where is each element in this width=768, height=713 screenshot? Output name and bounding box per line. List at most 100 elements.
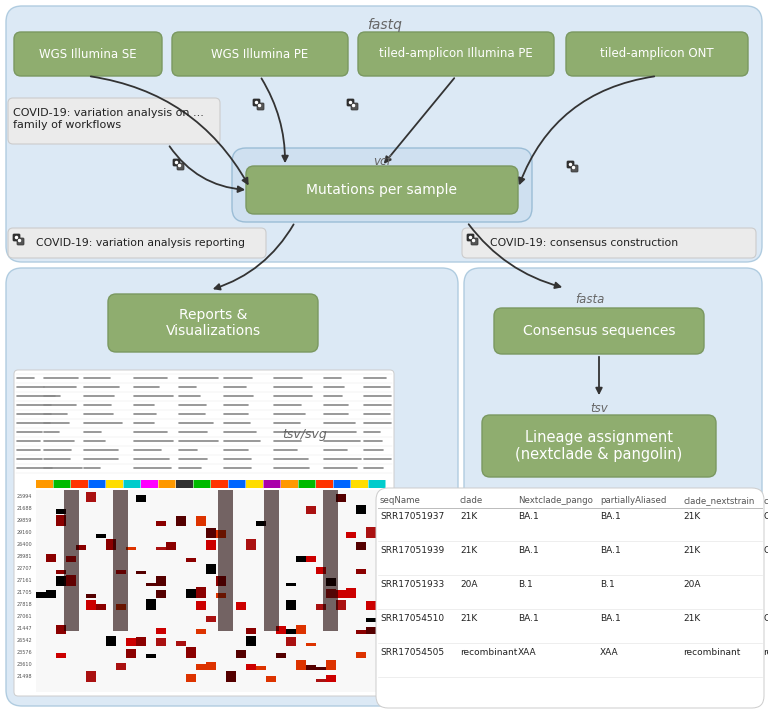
Bar: [56, 570, 66, 574]
Text: 21K: 21K: [460, 512, 477, 521]
Text: vcf: vcf: [373, 155, 391, 168]
Bar: [316, 679, 326, 682]
Bar: [306, 506, 316, 514]
FancyBboxPatch shape: [369, 480, 386, 488]
Bar: [96, 604, 106, 610]
Text: fasta: fasta: [575, 293, 604, 306]
FancyBboxPatch shape: [464, 268, 762, 706]
FancyBboxPatch shape: [173, 159, 180, 166]
Bar: [187, 589, 196, 598]
Bar: [167, 543, 176, 550]
Bar: [217, 593, 226, 598]
Bar: [86, 594, 96, 598]
FancyBboxPatch shape: [388, 490, 395, 498]
FancyBboxPatch shape: [54, 480, 71, 488]
Bar: [96, 533, 106, 538]
Text: BA.1: BA.1: [600, 512, 621, 521]
Bar: [257, 521, 266, 526]
Bar: [126, 547, 136, 550]
Bar: [356, 505, 366, 514]
Bar: [316, 567, 326, 574]
Text: Lineage assignment
(nextclade & pangolin): Lineage assignment (nextclade & pangolin…: [515, 430, 683, 462]
Text: XAA: XAA: [518, 648, 537, 657]
Text: seqName: seqName: [380, 496, 421, 505]
Bar: [177, 515, 186, 526]
FancyBboxPatch shape: [316, 480, 333, 488]
Bar: [316, 604, 326, 610]
Bar: [76, 545, 86, 550]
Text: partiallyAliased: partiallyAliased: [600, 496, 667, 505]
Bar: [46, 553, 56, 562]
FancyBboxPatch shape: [36, 480, 53, 488]
FancyBboxPatch shape: [211, 480, 228, 488]
FancyBboxPatch shape: [351, 103, 358, 110]
Bar: [376, 624, 386, 634]
Text: SRR17051939: SRR17051939: [380, 546, 444, 555]
FancyBboxPatch shape: [13, 234, 20, 241]
Bar: [306, 665, 316, 670]
FancyBboxPatch shape: [176, 480, 193, 488]
Bar: [56, 653, 66, 658]
Bar: [56, 576, 66, 586]
Bar: [197, 601, 206, 610]
Bar: [64, 490, 79, 632]
Bar: [326, 675, 336, 682]
FancyBboxPatch shape: [388, 520, 395, 528]
Text: tiled-amplicon ONT: tiled-amplicon ONT: [600, 48, 713, 61]
Text: tiled-amplicon Illumina PE: tiled-amplicon Illumina PE: [379, 48, 533, 61]
Text: 21K: 21K: [460, 614, 477, 623]
Text: SRR17051937: SRR17051937: [380, 512, 444, 521]
Bar: [286, 629, 296, 634]
Bar: [46, 590, 56, 598]
Text: Nextclade_pango: Nextclade_pango: [518, 496, 593, 505]
FancyBboxPatch shape: [246, 166, 518, 214]
FancyBboxPatch shape: [158, 480, 176, 488]
Bar: [146, 655, 156, 658]
Bar: [66, 556, 76, 562]
Bar: [257, 666, 266, 670]
FancyBboxPatch shape: [388, 550, 395, 558]
FancyBboxPatch shape: [388, 560, 395, 568]
Bar: [197, 629, 206, 634]
FancyBboxPatch shape: [281, 480, 298, 488]
Bar: [366, 627, 376, 634]
Bar: [207, 528, 216, 538]
FancyBboxPatch shape: [333, 480, 350, 488]
Bar: [116, 662, 126, 670]
Text: 21447: 21447: [17, 625, 32, 630]
Text: recombinant: recombinant: [763, 648, 768, 657]
Text: Reports &
Visualizations: Reports & Visualizations: [165, 308, 260, 338]
Bar: [146, 600, 156, 610]
Bar: [296, 625, 306, 634]
Bar: [86, 600, 96, 610]
FancyBboxPatch shape: [6, 268, 458, 706]
FancyBboxPatch shape: [106, 480, 123, 488]
Bar: [217, 530, 226, 538]
Text: Omicron: Omicron: [763, 614, 768, 623]
Text: B.1: B.1: [600, 580, 614, 589]
FancyBboxPatch shape: [388, 580, 395, 588]
Bar: [336, 494, 346, 502]
Text: 21498: 21498: [17, 674, 32, 679]
FancyBboxPatch shape: [253, 99, 260, 106]
Text: 21K: 21K: [683, 512, 700, 521]
Bar: [376, 601, 386, 610]
FancyBboxPatch shape: [263, 480, 280, 488]
Bar: [336, 590, 346, 598]
FancyBboxPatch shape: [257, 103, 264, 110]
Text: 25994: 25994: [17, 493, 32, 498]
Text: B.1: B.1: [518, 580, 533, 589]
Text: BA.1: BA.1: [600, 614, 621, 623]
Text: WGS Illumina SE: WGS Illumina SE: [39, 48, 137, 61]
Bar: [187, 647, 196, 658]
Text: BA.1: BA.1: [600, 546, 621, 555]
Bar: [218, 490, 233, 632]
Bar: [207, 540, 216, 550]
FancyBboxPatch shape: [232, 148, 532, 222]
Bar: [306, 643, 316, 646]
FancyBboxPatch shape: [17, 238, 24, 245]
FancyBboxPatch shape: [71, 480, 88, 488]
Text: 20A: 20A: [460, 580, 478, 589]
Bar: [326, 589, 336, 598]
FancyBboxPatch shape: [8, 228, 266, 258]
